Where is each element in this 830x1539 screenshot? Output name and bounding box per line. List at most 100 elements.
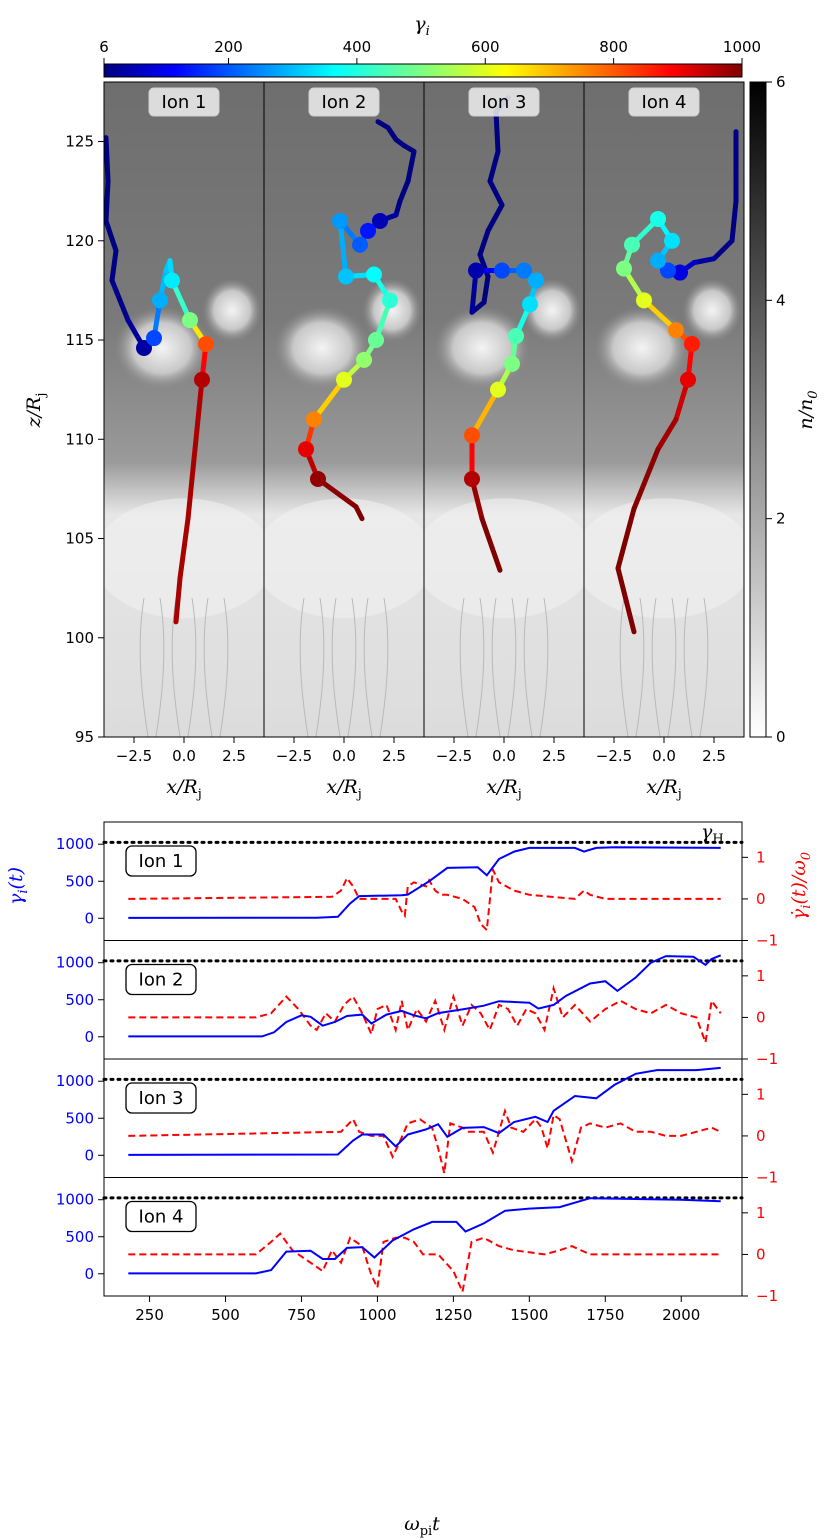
trajectory-segment	[481, 274, 491, 305]
trajectory-ytick-label: 120	[65, 232, 94, 250]
density-filament	[155, 597, 165, 737]
time-series-panel-label-box	[125, 963, 197, 996]
trajectory-xtick-label: 2.5	[702, 747, 726, 765]
right-ytick-label: 0	[756, 1245, 766, 1263]
time-series-panel-label: Ion 1	[139, 851, 184, 872]
top-colorbar-tick-label: 600	[471, 38, 500, 56]
right-colorbar-tick-label: 4	[776, 291, 786, 309]
right-ytick-label: 0	[756, 1008, 766, 1026]
time-series-panel-frame	[103, 1177, 743, 1297]
trajectory-segment	[655, 416, 679, 452]
trajectory-marker	[372, 212, 388, 229]
trajectory-marker	[310, 470, 326, 487]
top-colorbar-tick-label: 6	[99, 38, 109, 56]
right-ytick-label: 1	[756, 848, 766, 866]
trajectory-segment	[337, 218, 349, 280]
density-filament	[667, 597, 677, 737]
density-filament	[139, 597, 149, 737]
trajectory-marker	[636, 292, 652, 309]
density-plume	[584, 498, 744, 619]
trajectory-xtick-label: 0.0	[492, 747, 516, 765]
trajectory-xtick-label: 0.0	[172, 747, 196, 765]
time-series-hline-label: γH	[701, 821, 724, 847]
trajectory-segment	[487, 178, 505, 208]
right-colorbar: 0 2 4 6 n/n0	[749, 73, 821, 746]
right-ytick-label: −1	[756, 1287, 778, 1305]
right-ytick-label: 1	[756, 967, 766, 985]
density-vortex	[594, 305, 690, 390]
time-xtick-label: 500	[211, 1306, 240, 1324]
trajectory-panel-1: Ion 1 −2.5 0.0 2.5 x/Rj	[103, 81, 265, 802]
density-plume	[264, 498, 424, 619]
trajectory-ytick-label: 100	[65, 629, 94, 647]
trajectory-marker	[664, 232, 680, 249]
trajectory-xlabel: x/Rj	[486, 776, 521, 802]
time-xtick-label: 1250	[434, 1306, 472, 1324]
trajectory-marker	[468, 262, 484, 279]
trajectory-marker	[650, 210, 666, 227]
trajectory-xlabel: x/Rj	[326, 776, 361, 802]
time-series-panel-frame	[103, 940, 743, 1060]
trajectory-segment	[487, 148, 501, 184]
trajectory-panel-label: Ion 4	[642, 92, 687, 113]
density-filament	[699, 597, 709, 737]
right-ytick-label: 0	[756, 1127, 766, 1145]
trajectory-marker	[516, 262, 532, 279]
right-colorbar-ticks: 0 2 4 6	[766, 73, 786, 746]
trajectory-yaxis: 95 100 105 110 115 120 125	[65, 133, 104, 746]
density-filament	[331, 597, 341, 737]
trajectory-segment	[485, 202, 505, 234]
trajectory-ytick-label: 95	[75, 728, 94, 746]
trajectory-marker	[368, 332, 384, 349]
trajectory-marker	[464, 427, 480, 444]
left-ytick-label: 1000	[56, 1072, 94, 1090]
trajectory-panel-label-box	[468, 87, 540, 117]
right-colorbar-tick-label: 6	[776, 73, 786, 91]
top-colorbar-tick-label: 200	[214, 38, 243, 56]
time-series-xlabel: ωpit	[404, 1513, 440, 1539]
density-background	[264, 82, 424, 737]
gamma-series-line	[128, 1197, 721, 1275]
left-ytick-label: 1000	[56, 954, 94, 972]
trajectory-marker	[360, 222, 376, 239]
top-colorbar-tick-label: 1000	[723, 38, 761, 56]
trajectory-segment	[405, 148, 417, 184]
density-vortex	[682, 278, 742, 343]
right-ytick-label: −1	[756, 1050, 778, 1068]
gamma-series-line	[128, 1066, 721, 1156]
trajectory-marker	[152, 292, 168, 309]
trajectory-marker	[332, 212, 348, 229]
time-xtick-label: 1500	[510, 1306, 548, 1324]
trajectory-marker	[298, 441, 314, 458]
density-filament	[299, 597, 309, 737]
density-filament	[523, 597, 533, 737]
density-filament	[315, 597, 325, 737]
top-colorbar: γi 6 200 400 600 800 1000	[99, 13, 761, 78]
right-colorbar-tick-label: 0	[776, 728, 786, 746]
right-ytick-label: 0	[756, 890, 766, 908]
left-ytick-label: 0	[84, 1146, 94, 1164]
top-colorbar-tick-label: 400	[343, 38, 372, 56]
trajectory-xtick-label: −2.5	[436, 747, 472, 765]
trajectory-marker	[650, 252, 666, 269]
trajectory-marker	[660, 262, 676, 279]
left-ytick-label: 500	[65, 1228, 94, 1246]
trajectory-xtick-label: −2.5	[116, 747, 152, 765]
time-series-panel-label: Ion 3	[139, 1088, 184, 1109]
trajectory-segment	[631, 446, 661, 512]
time-series-panel-label-box	[125, 1082, 197, 1114]
density-filament	[539, 597, 549, 737]
trajectory-marker	[352, 236, 368, 253]
trajectory-segment	[493, 109, 501, 154]
trajectory-xlabel: x/Rj	[166, 776, 201, 802]
time-series-panel-3: Ion 3 0 500 1000 −1 0 1	[56, 1058, 778, 1187]
trajectory-segment	[691, 256, 717, 266]
trajectory-panel-label-box	[308, 87, 380, 117]
trajectory-segment	[479, 516, 503, 573]
left-ytick-label: 500	[65, 1109, 94, 1127]
density-filament	[379, 597, 389, 737]
time-xtick-label: 1000	[358, 1306, 396, 1324]
density-filament	[219, 597, 229, 737]
